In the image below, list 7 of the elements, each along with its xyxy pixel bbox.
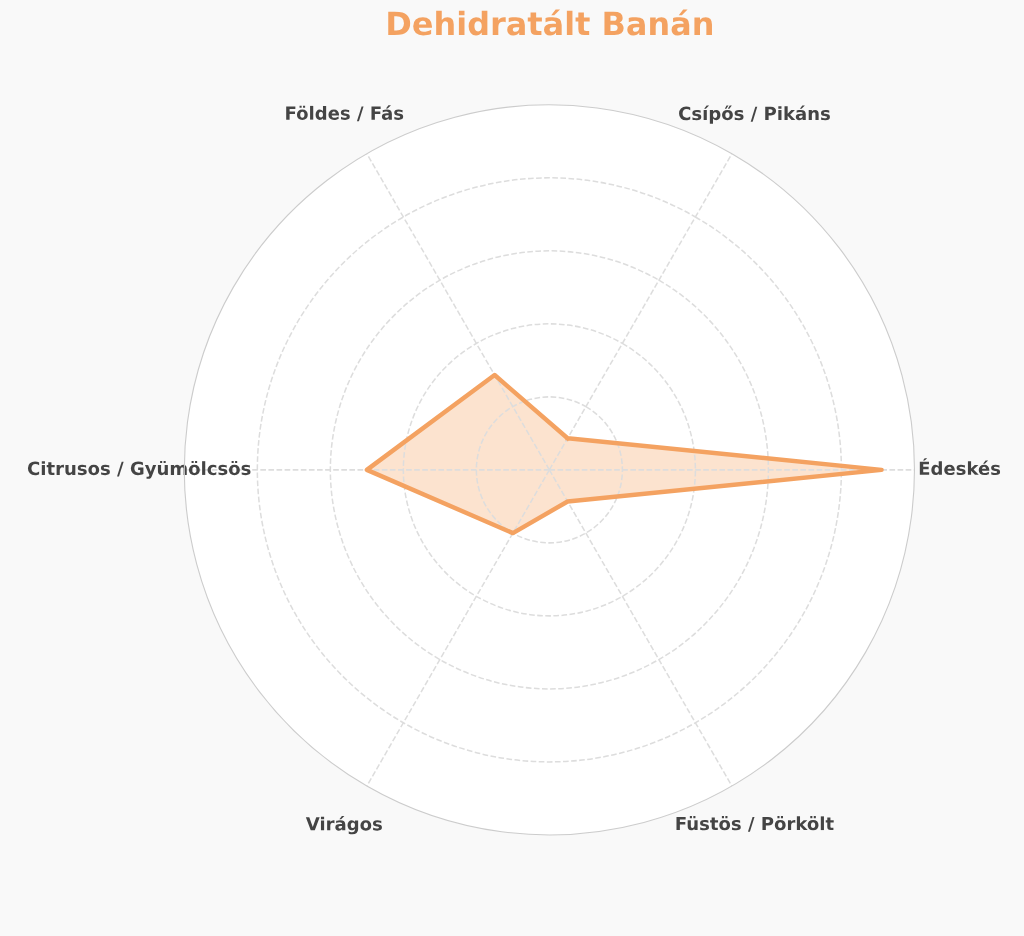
spoke-label: Édeskés	[919, 458, 1001, 476]
chart-title: Dehidratált Banán	[388, 9, 712, 36]
spoke-label: Virágos	[305, 815, 382, 835]
spoke-label: Csípős / Pikáns	[679, 105, 830, 124]
spoke-label: Citrusos / Gyümölcsös	[27, 460, 251, 479]
spoke-label: Füstös / Pörkölt	[676, 816, 834, 832]
spoke-label: Földes / Fás	[286, 105, 404, 122]
